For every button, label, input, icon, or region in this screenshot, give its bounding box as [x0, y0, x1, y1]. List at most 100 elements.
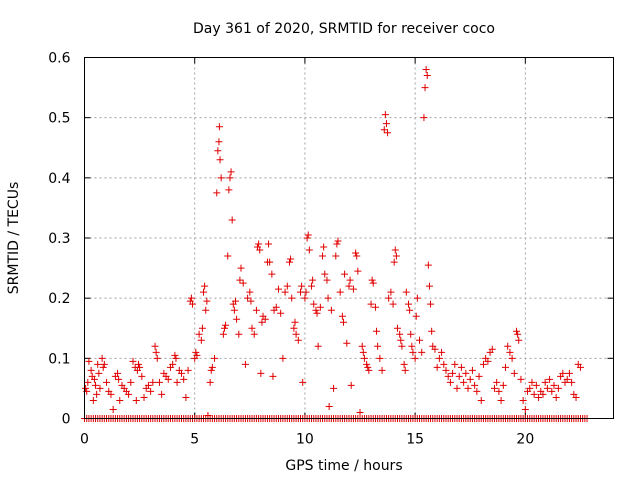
data-point	[316, 303, 324, 311]
data-point	[227, 168, 235, 176]
data-point	[195, 330, 203, 338]
data-point	[309, 276, 317, 284]
data-point	[532, 381, 540, 389]
data-point	[298, 282, 306, 290]
data-point	[418, 348, 426, 356]
data-point	[464, 384, 472, 392]
data-point	[82, 384, 90, 392]
x-tick-label: 15	[406, 432, 424, 448]
data-point	[158, 390, 166, 398]
x-axis-title: GPS time / hours	[285, 458, 402, 474]
data-point	[274, 285, 282, 293]
data-point	[285, 258, 293, 266]
data-point	[572, 393, 580, 401]
data-point	[411, 354, 419, 362]
data-point	[327, 306, 335, 314]
data-point	[222, 321, 230, 329]
data-point	[514, 330, 522, 338]
data-point	[258, 318, 266, 326]
data-point	[217, 174, 225, 182]
data-point	[182, 393, 190, 401]
data-point	[402, 288, 410, 296]
data-point	[301, 294, 309, 302]
data-point	[290, 324, 298, 332]
y-tick-label: 0.1	[48, 351, 70, 367]
data-point	[499, 381, 507, 389]
data-point	[248, 324, 256, 332]
data-point	[235, 330, 243, 338]
data-point	[369, 279, 377, 287]
data-point	[250, 330, 258, 338]
data-point	[409, 348, 417, 356]
data-point	[220, 324, 228, 332]
data-point	[358, 342, 366, 350]
data-point	[407, 330, 415, 338]
data-point	[214, 147, 222, 155]
data-point	[530, 390, 538, 398]
data-point	[423, 72, 431, 80]
data-point	[385, 294, 393, 302]
data-point	[321, 270, 329, 278]
data-point	[475, 372, 483, 380]
plot-frame	[84, 57, 614, 419]
x-tick-label: 5	[190, 432, 199, 448]
data-point	[177, 369, 185, 377]
data-point	[147, 387, 155, 395]
data-point	[136, 363, 144, 371]
data-point	[255, 240, 263, 248]
data-point	[565, 369, 573, 377]
data-point	[216, 156, 224, 164]
y-axis-title: SRMTID / TECUs	[6, 182, 22, 295]
data-point	[202, 306, 210, 314]
data-point	[226, 174, 234, 182]
data-point	[283, 282, 291, 290]
data-point	[563, 375, 571, 383]
data-point	[308, 282, 316, 290]
data-point	[173, 378, 181, 386]
data-point	[420, 114, 428, 122]
data-point	[360, 354, 368, 362]
data-point	[215, 138, 223, 146]
data-point	[99, 363, 107, 371]
data-point	[519, 396, 527, 404]
data-point	[228, 216, 236, 224]
data-point	[444, 372, 452, 380]
data-point	[116, 396, 124, 404]
data-point	[334, 237, 342, 245]
data-point	[378, 366, 386, 374]
data-point	[233, 315, 241, 323]
data-point	[341, 270, 349, 278]
data-point	[93, 390, 101, 398]
data-point	[526, 384, 534, 392]
data-point	[382, 120, 390, 128]
chart-title: Day 361 of 2020, SRMTID for receiver coc…	[193, 21, 495, 37]
data-point	[416, 336, 424, 344]
data-point	[559, 369, 567, 377]
data-point	[215, 123, 223, 131]
data-point	[392, 252, 400, 260]
data-point	[468, 366, 476, 374]
data-point	[320, 243, 328, 251]
data-point	[129, 357, 137, 365]
data-point	[408, 342, 416, 350]
data-point	[294, 336, 302, 344]
data-point	[371, 303, 379, 311]
data-point	[393, 324, 401, 332]
data-point	[466, 375, 474, 383]
data-point	[149, 378, 157, 386]
data-point	[231, 297, 239, 305]
data-point	[359, 348, 367, 356]
data-point	[396, 330, 404, 338]
data-point	[84, 378, 92, 386]
data-point	[114, 369, 122, 377]
data-point	[446, 378, 454, 386]
data-point	[568, 378, 576, 386]
data-point	[313, 309, 321, 317]
data-point	[246, 288, 254, 296]
data-point	[367, 300, 375, 308]
data-point	[513, 327, 521, 335]
data-point	[304, 231, 312, 239]
data-point	[152, 348, 160, 356]
data-point	[380, 126, 388, 134]
y-tick-label: 0.2	[48, 291, 70, 307]
